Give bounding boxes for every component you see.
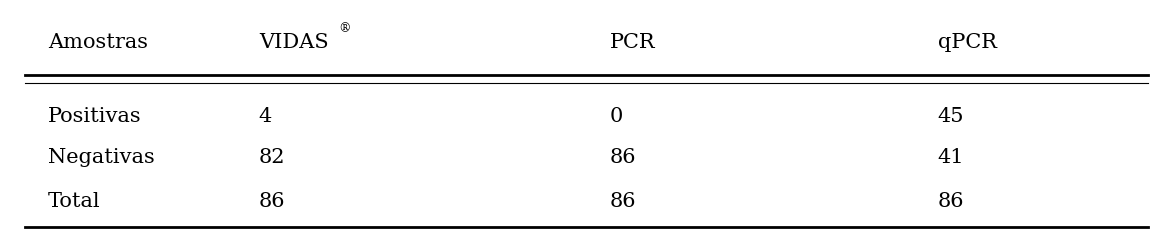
Text: 82: 82: [259, 148, 285, 168]
Text: 0: 0: [610, 107, 623, 126]
Text: 86: 86: [610, 192, 637, 211]
Text: VIDAS: VIDAS: [259, 33, 328, 52]
Text: 41: 41: [937, 148, 964, 168]
Text: Positivas: Positivas: [48, 107, 142, 126]
Text: PCR: PCR: [610, 33, 656, 52]
Text: ®: ®: [339, 23, 351, 35]
Text: Total: Total: [48, 192, 101, 211]
Text: 86: 86: [259, 192, 285, 211]
Text: 45: 45: [937, 107, 964, 126]
Text: 86: 86: [937, 192, 964, 211]
Text: Amostras: Amostras: [48, 33, 148, 52]
Text: qPCR: qPCR: [937, 33, 997, 52]
Text: Negativas: Negativas: [48, 148, 155, 168]
Text: 4: 4: [259, 107, 272, 126]
Text: 86: 86: [610, 148, 637, 168]
